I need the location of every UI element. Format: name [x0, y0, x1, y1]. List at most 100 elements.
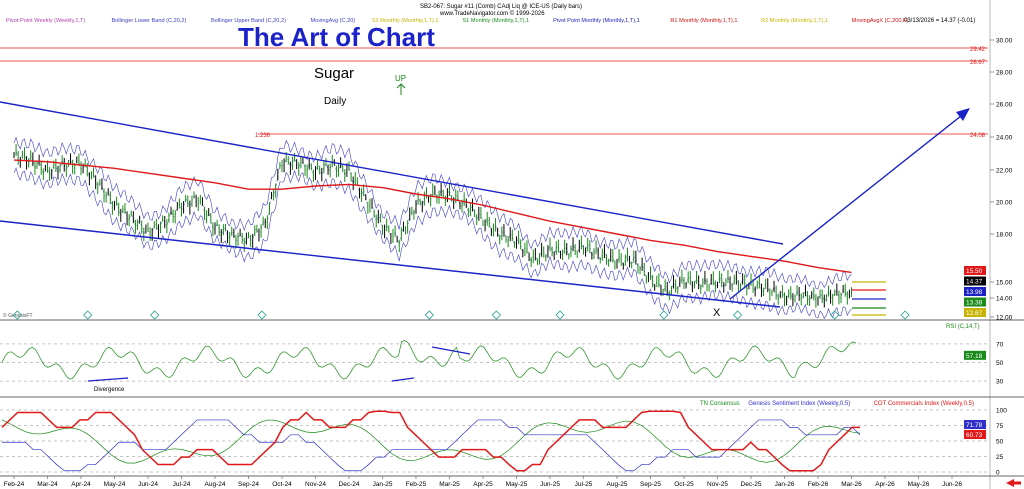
date-tick-label: Dec-25 [741, 481, 762, 488]
date-tick-label: Feb-24 [4, 481, 25, 488]
legend-item-0: Pivot Point Weekly (Weekly,1,T) [6, 18, 85, 24]
price-tick-label: 12.00 [996, 315, 1013, 322]
rsi-label: RSI (C,14,T) [946, 324, 980, 330]
indicator-legend: Pivot Point Weekly (Weekly,1,T) Bollinger… [6, 18, 908, 24]
level-28-67-label: 28.67 [970, 60, 986, 66]
sentiment-tick-label: 25 [996, 454, 1004, 461]
sentiment-legend-item-2: COT Commercials Index (Weekly,0.5) [874, 401, 974, 407]
price-tick-label: 15.00 [996, 280, 1013, 287]
sentiment-tag-label: 60.73 [966, 432, 983, 439]
commodity-label: Sugar [314, 65, 354, 82]
legend-item-4: S2 Monthly (Monthly,1,T),1 [372, 18, 439, 24]
legend-item-2: Bollinger Upper Band (C,20,2) [211, 18, 286, 24]
sentiment-tick-label: 75 [996, 423, 1004, 430]
date-tick-label: Nov-24 [305, 481, 326, 488]
legend-item-5: S1 Monthly (Monthly,1,T),1 [462, 18, 529, 24]
sentiment-tag-label: 71.78 [966, 422, 983, 429]
date-tick-label: Jun-25 [540, 481, 560, 488]
legend-item-6: Pivot Point Monthly (Monthly,1,T),1 [553, 18, 640, 24]
date-tick-label: Oct-25 [674, 481, 694, 488]
price-axis-tags: 15.50 14.37 13.98 13.38 12.67 [964, 266, 986, 317]
tn-consensus-line [1, 419, 861, 464]
price-tag-box [964, 287, 986, 296]
sentiment-tick-label: 100 [996, 408, 1007, 415]
genesis-diamond-icon [659, 310, 669, 320]
channel-upper-line [0, 101, 784, 245]
date-tick-label: Apr-26 [875, 481, 895, 488]
genesis-diamond-icon [83, 310, 93, 320]
x-label: X [713, 307, 721, 319]
rsi-tick-label: 30 [996, 379, 1004, 386]
sentiment-legend-item-1: Genesis Sentiment Index (Weekly,0.5) [748, 401, 850, 407]
rsi-tick-label: 50 [996, 360, 1004, 367]
genesis-diamond-icon [257, 310, 267, 320]
date-tick-label: Jan-26 [775, 481, 795, 488]
divergence-label: Divergence [94, 387, 125, 393]
price-tick-label: 20.00 [996, 200, 1013, 207]
date-tick-label: Jun-24 [138, 481, 158, 488]
date-tick-label: Feb-26 [808, 481, 829, 488]
price-tick-label: 28.00 [996, 70, 1013, 77]
forecast-arrow-line [729, 111, 967, 300]
date-tick-label: Aug-24 [205, 481, 226, 488]
legend-item-7: R1 Monthly (Monthly,1,T),1 [670, 18, 737, 24]
price-tag-label: 13.38 [966, 300, 983, 307]
watermark: © GenesisFT [3, 312, 33, 319]
chart-header-title: SB2-067: Sugar #11 (Comb) CAdj Liq @ ICE… [420, 4, 582, 10]
date-tick-label: Jan-25 [373, 481, 393, 488]
date-tick-label: Sep-25 [640, 481, 661, 488]
date-tick-label: Feb-25 [406, 481, 427, 488]
brand-title: The Art of Chart [238, 22, 435, 52]
genesis-signal-markers [12, 310, 910, 320]
chart-header-source: www.TradeNavigator.com © 1999-2026 [439, 10, 545, 17]
rsi-layer: 70 50 30 57.18 [0, 340, 1004, 386]
price-tick-label: 18.00 [996, 232, 1013, 239]
sentiment-legend: TN Consensus Genesis Sentiment Index (Wee… [700, 401, 974, 407]
rsi-value-label: 57.18 [966, 353, 983, 360]
legend-item-1: Bollinger Lower Band (C,20,2) [111, 18, 186, 24]
price-tick-label: 22.00 [996, 168, 1013, 175]
date-tick-label: Aug-25 [607, 481, 628, 488]
genesis-diamond-icon [12, 310, 22, 320]
bollinger-upper-line [13, 136, 852, 290]
legend-item-3: MovingAvg (C,20) [311, 18, 356, 24]
price-tag-label: 15.50 [966, 268, 983, 275]
cot-index-line [1, 410, 860, 472]
rsi-line [1, 340, 857, 380]
date-tick-label: Mar-25 [439, 481, 460, 488]
price-layer [13, 136, 852, 320]
pivot-level-marks [852, 281, 886, 316]
forecast-arrow-head-icon [956, 108, 970, 121]
price-tick-label: 24.00 [996, 135, 1013, 142]
up-arrow-icon [396, 83, 406, 95]
up-label: UP [395, 74, 406, 83]
rsi-value-tag [964, 350, 986, 360]
price-tag-box [964, 308, 986, 317]
price-tick-label: 14.00 [996, 296, 1013, 303]
sentiment-tick-label: 50 [996, 439, 1004, 446]
scroll-arrow-icon[interactable] [1006, 479, 1014, 487]
price-tag-box [964, 297, 986, 307]
price-axis [990, 0, 1024, 489]
legend-item-8: R2 Monthly (Monthly,1,T),1 [761, 18, 828, 24]
rsi-divergence-line-2 [391, 377, 415, 382]
date-tick-label: Apr-25 [473, 481, 493, 488]
date-tick-label: Jul-25 [575, 481, 593, 488]
date-tick-label: Sep-24 [238, 481, 259, 488]
channel-lower-line [0, 220, 781, 308]
scroll-arrow-tail[interactable] [1013, 481, 1021, 485]
price-tick-label: 30.00 [996, 38, 1013, 45]
date-tick-label: May-26 [908, 481, 930, 488]
date-tick-label: Apr-24 [71, 481, 91, 488]
date-tick-label: May-24 [104, 481, 126, 488]
date-tick-label: May-25 [506, 481, 528, 488]
fib-1236-value: 24.08 [970, 133, 986, 139]
price-axis-ticks: 30.00 28.00 26.00 24.00 22.00 20.00 18.00 15.00… [990, 38, 1013, 322]
date-tick-label: Dec-24 [339, 481, 360, 488]
price-tag-label: 14.37 [966, 279, 983, 286]
genesis-diamond-icon [491, 310, 501, 320]
date-tick-label: Mar-26 [841, 481, 862, 488]
rsi-tick-label: 70 [996, 341, 1004, 348]
date-tick-label: Mar-24 [37, 481, 58, 488]
